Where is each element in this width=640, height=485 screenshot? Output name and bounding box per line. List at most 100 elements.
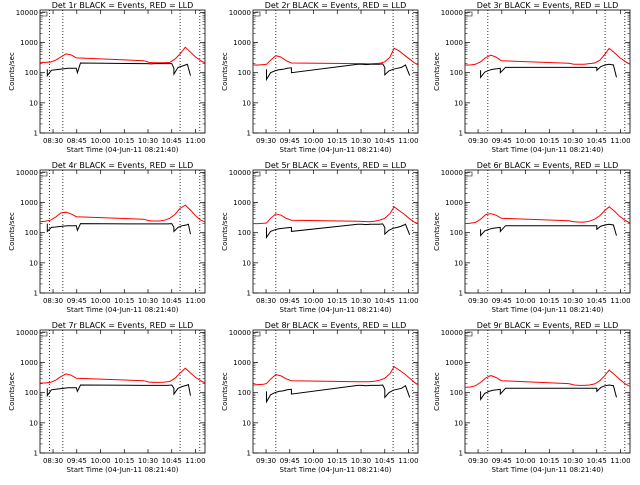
y-tick-label: 10 bbox=[29, 259, 38, 267]
x-tick-label: 10:30 bbox=[351, 137, 371, 145]
y-axis-label: Counts/sec bbox=[221, 372, 229, 411]
x-tick-label: 08:30 bbox=[43, 457, 63, 465]
series-line-lld bbox=[253, 47, 419, 66]
x-tick-label: 11:00 bbox=[185, 137, 205, 145]
corner-flag-marker bbox=[467, 11, 473, 17]
corner-flag-marker bbox=[42, 171, 48, 177]
y-axis-label: Counts/sec bbox=[8, 212, 16, 251]
x-tick-label: 10:30 bbox=[351, 297, 371, 305]
plot-frame bbox=[252, 169, 419, 294]
panel-2: Det 2r BLACK = Events, RED = LLD 1 10 100 10… bbox=[221, 1, 419, 154]
panel-title: Det 6r BLACK = Events, RED = LLD bbox=[477, 161, 619, 170]
x-tick-label: 10:45 bbox=[162, 457, 182, 465]
panel-title: Det 4r BLACK = Events, RED = LLD bbox=[52, 161, 194, 170]
x-tick-label: 10:45 bbox=[587, 297, 607, 305]
x-tick-label: 10:45 bbox=[587, 137, 607, 145]
x-tick-label: 10:15 bbox=[327, 297, 347, 305]
y-tick-label: 10000 bbox=[16, 329, 38, 337]
x-tick-label: 09:45 bbox=[67, 457, 87, 465]
corner-flag-marker bbox=[42, 331, 48, 337]
y-tick-label: 10000 bbox=[441, 9, 463, 17]
y-tick-label: 100 bbox=[25, 69, 38, 77]
y-tick-label: 1000 bbox=[233, 39, 251, 47]
series-line-events bbox=[46, 62, 191, 78]
series-line-events bbox=[480, 384, 617, 402]
panel-title: Det 3r BLACK = Events, RED = LLD bbox=[477, 1, 619, 10]
x-tick-label: 10:00 bbox=[90, 457, 110, 465]
y-tick-label: 1000 bbox=[20, 359, 38, 367]
x-tick-label: 10:00 bbox=[303, 457, 323, 465]
y-tick-label: 1 bbox=[459, 130, 463, 138]
x-axis-label: Start Time (04-Jun-11 08:21:40) bbox=[492, 146, 604, 154]
y-tick-label: 100 bbox=[238, 229, 251, 237]
x-tick-label: 10:00 bbox=[90, 137, 110, 145]
x-tick-label: 09:45 bbox=[280, 297, 300, 305]
y-tick-label: 10 bbox=[454, 259, 463, 267]
x-tick-label: 11:00 bbox=[610, 137, 630, 145]
x-tick-label: 09:45 bbox=[492, 137, 512, 145]
x-tick-label: 08:30 bbox=[43, 297, 63, 305]
plot-frame bbox=[464, 9, 631, 134]
plot-frame bbox=[39, 9, 206, 134]
x-tick-label: 08:30 bbox=[256, 297, 276, 305]
y-tick-label: 10000 bbox=[16, 169, 38, 177]
x-tick-label: 11:00 bbox=[610, 457, 630, 465]
panel-7: Det 7r BLACK = Events, RED = LLD 1 10 100 10… bbox=[8, 321, 206, 474]
x-axis-label: Start Time (04-Jun-11 08:21:40) bbox=[67, 306, 179, 314]
y-tick-label: 1000 bbox=[233, 359, 251, 367]
corner-flag-marker bbox=[42, 11, 48, 17]
plot-frame bbox=[252, 329, 419, 454]
x-tick-label: 09:30 bbox=[256, 137, 276, 145]
y-tick-label: 10 bbox=[242, 419, 251, 427]
plot-frame bbox=[464, 329, 631, 454]
panel-title: Det 1r BLACK = Events, RED = LLD bbox=[52, 1, 194, 10]
series-line-lld bbox=[464, 369, 631, 388]
x-axis-label: Start Time (04-Jun-11 08:21:40) bbox=[67, 146, 179, 154]
x-tick-label: 10:15 bbox=[114, 297, 134, 305]
series-line-events bbox=[46, 223, 191, 235]
corner-flag-marker bbox=[255, 11, 261, 17]
x-tick-label: 09:45 bbox=[492, 457, 512, 465]
x-tick-label: 10:30 bbox=[138, 297, 158, 305]
x-tick-label: 09:45 bbox=[492, 297, 512, 305]
x-tick-label: 10:00 bbox=[515, 457, 535, 465]
x-tick-label: 10:45 bbox=[162, 137, 182, 145]
x-tick-label: 10:00 bbox=[303, 297, 323, 305]
y-tick-label: 1000 bbox=[445, 359, 463, 367]
y-tick-label: 10 bbox=[242, 99, 251, 107]
x-tick-label: 09:45 bbox=[280, 137, 300, 145]
y-tick-label: 1 bbox=[34, 130, 38, 138]
series-line-events bbox=[266, 63, 411, 82]
x-tick-label: 08:45 bbox=[67, 137, 87, 145]
x-tick-label: 10:15 bbox=[539, 457, 559, 465]
plot-frame bbox=[252, 9, 419, 134]
y-tick-label: 1 bbox=[34, 450, 38, 458]
y-axis-label: Counts/sec bbox=[8, 52, 16, 91]
series-line-lld bbox=[465, 47, 631, 66]
x-tick-label: 11:00 bbox=[610, 297, 630, 305]
y-axis-label: Counts/sec bbox=[8, 372, 16, 411]
series-line-lld bbox=[40, 46, 206, 64]
y-tick-label: 10000 bbox=[441, 169, 463, 177]
x-tick-label: 11:00 bbox=[185, 297, 205, 305]
x-tick-label: 11:00 bbox=[398, 457, 418, 465]
x-tick-label: 10:30 bbox=[351, 457, 371, 465]
x-tick-label: 09:30 bbox=[468, 137, 488, 145]
series-line-lld bbox=[464, 206, 631, 225]
y-tick-label: 1000 bbox=[20, 39, 38, 47]
y-tick-label: 10 bbox=[454, 419, 463, 427]
y-tick-label: 10000 bbox=[229, 169, 251, 177]
corner-flag-marker bbox=[255, 331, 261, 337]
y-axis-label: Counts/sec bbox=[433, 212, 441, 251]
series-line-lld bbox=[40, 367, 206, 384]
y-tick-label: 1 bbox=[459, 290, 463, 298]
panel-3: Det 3r BLACK = Events, RED = LLD 1 10 100 10… bbox=[433, 1, 631, 154]
series-line-lld bbox=[253, 206, 419, 225]
y-tick-label: 1000 bbox=[445, 199, 463, 207]
y-tick-label: 1000 bbox=[233, 199, 251, 207]
y-tick-label: 10000 bbox=[16, 9, 38, 17]
y-tick-label: 10000 bbox=[441, 329, 463, 337]
x-tick-label: 09:30 bbox=[468, 457, 488, 465]
